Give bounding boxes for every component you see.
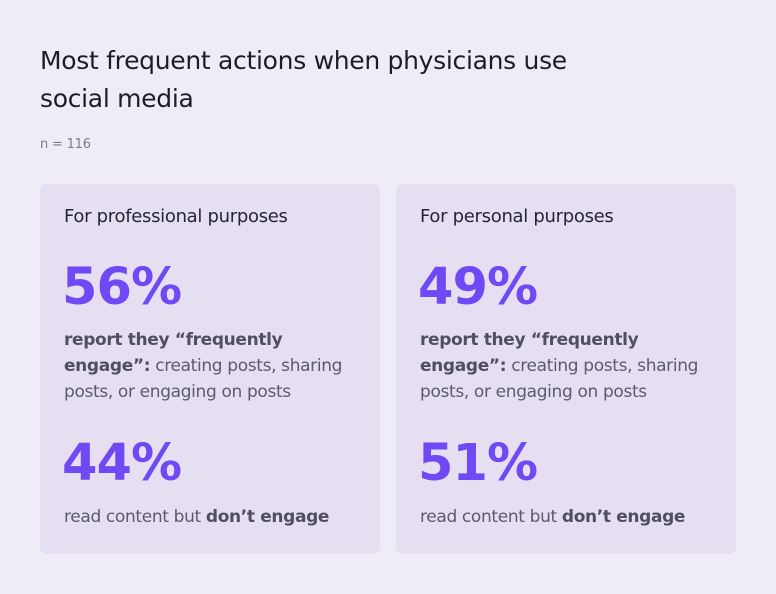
card-title-professional: For professional purposes bbox=[64, 206, 288, 227]
card-professional: For professional purposes 56% report the… bbox=[40, 184, 380, 554]
stat-personal-engage-value: 49% bbox=[418, 258, 538, 317]
stat-professional-read-desc: read content but don’t engage bbox=[64, 504, 364, 530]
stat-professional-engage-desc-rest: creating posts, sharing posts, or engagi… bbox=[64, 356, 343, 402]
chart-title: Most frequent actions when physicians us… bbox=[40, 46, 567, 113]
stat-professional-engage-desc: report they “frequently engage”: creatin… bbox=[64, 327, 364, 405]
stat-personal-engage-desc: report they “frequently engage”: creatin… bbox=[420, 327, 720, 405]
sample-size: n = 116 bbox=[40, 137, 91, 152]
stat-personal-read-desc-rest: read content but bbox=[420, 507, 562, 527]
stat-professional-read-desc-rest: read content but bbox=[64, 507, 206, 527]
stat-professional-read-desc-bold: don’t engage bbox=[205, 507, 330, 527]
stat-personal-read-value: 51% bbox=[418, 434, 538, 493]
card-personal: For personal purposes 49% report they “f… bbox=[396, 184, 736, 554]
stat-personal-read-desc: read content but don’t engage bbox=[420, 504, 720, 530]
stat-personal-engage-desc-bold: report they “frequently engage”: bbox=[420, 330, 639, 376]
card-title-personal: For personal purposes bbox=[420, 206, 614, 227]
stat-professional-read-value: 44% bbox=[62, 434, 182, 493]
stat-personal-read-desc-bold: don’t engage bbox=[561, 507, 686, 527]
stat-professional-engage-desc-bold: report they “frequently engage”: bbox=[64, 330, 283, 376]
stat-personal-engage-desc-rest: creating posts, sharing posts, or engagi… bbox=[420, 356, 699, 402]
stat-professional-engage-value: 56% bbox=[62, 258, 182, 317]
